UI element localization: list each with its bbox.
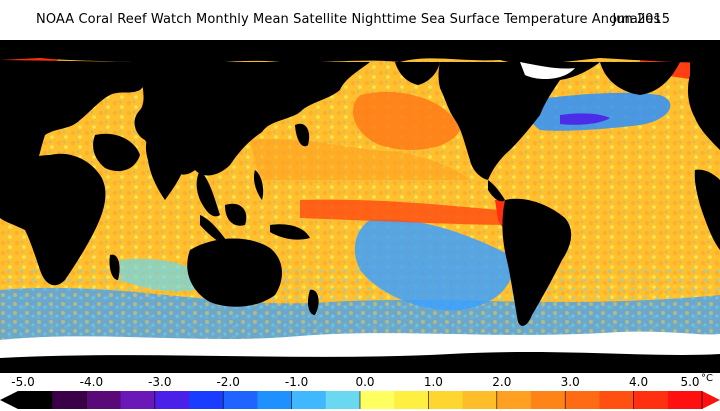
colorbar-swatch [189,391,224,409]
colorbar [0,391,720,409]
colorbar-labels: -5.0 -4.0 -3.0 -2.0 -1.0 0.0 1.0 2.0 3.0 4.0 5.0 °C [0,373,720,391]
colorbar-under-arrow [0,391,18,409]
colorbar-over-arrow [702,391,720,409]
equatorial-pacific-warm-band [300,199,522,225]
colorbar-swatch [120,391,156,409]
colorbar-swatch [154,391,190,409]
colorbar-swatch [531,391,566,409]
colorbar-tick-label: -5.0 [11,375,35,389]
land-borneo [225,203,247,226]
sst-anomaly-map [0,40,720,373]
colorbar-tick-label: -4.0 [79,375,104,389]
land-arctic [0,40,720,65]
land-sumatra [200,215,230,246]
map-date: Jun 2015 [612,12,670,27]
land-north-america [438,62,600,180]
colorbar-swatch [633,391,669,409]
colorbar-tick-label: 5.0 [680,375,700,389]
north-pacific-warm-blob [352,91,460,150]
colorbar-swatch [667,391,703,409]
land-australia [187,238,282,307]
land-central-america [488,180,505,202]
south-pacific-cool-region [354,219,513,311]
antarctica-land [0,352,720,373]
colorbar-swatch [360,391,395,409]
colorbar-swatch [18,391,53,409]
colorbar-swatch [599,391,635,409]
land-new-guinea [270,224,310,240]
colorbar-swatch [565,391,600,409]
land-alaska [395,62,440,85]
land-greenland [600,62,680,95]
colorbar-tick-label: -1.0 [284,375,309,389]
colorbar-swatch [325,391,361,409]
colorbar-swatch [257,391,293,409]
colorbar-swatch [428,391,464,409]
colorbar-swatch [462,391,498,409]
colorbar-swatch [394,391,429,409]
colorbar-swatch [52,391,87,409]
colorbar-tick-label: -3.0 [148,375,172,389]
north-pacific-warm-belt [250,138,470,180]
land-asia [134,62,370,176]
land-philippines [253,170,264,200]
colorbar-tick-label: -2.0 [216,375,240,389]
land-africa-right [694,169,720,250]
colorbar-tick-label: 4.0 [629,375,649,389]
land-south-america [502,198,572,326]
colorbar-swatch [496,391,532,409]
land-india [145,135,185,200]
land-africa [0,153,106,286]
colorbar-tick-label: 3.0 [560,375,580,389]
land-arabia [93,133,140,172]
land-new-zealand [307,289,319,315]
colorbar-tick-label: 1.0 [423,375,443,389]
map-title: NOAA Coral Reef Watch Monthly Mean Satel… [36,12,661,27]
colorbar-tick-label: 0.0 [355,375,375,389]
land-japan [295,123,310,147]
colorbar-tick-label: 2.0 [492,375,512,389]
gulf-stream-purple [560,113,610,125]
land-madagascar [109,254,120,280]
land-southeast-asia [196,170,220,217]
land-europe-africa-left [0,60,150,218]
land-europe-right [687,62,720,150]
colorbar-swatch [223,391,258,409]
colorbar-unit: °C [701,373,713,384]
arctic-ice-patch [520,62,575,80]
colorbar-swatch [86,391,122,409]
indian-ocean-cool-patch [120,258,210,292]
colorbar-swatch [291,391,327,409]
map-title-bar: NOAA Coral Reef Watch Monthly Mean Satel… [0,0,720,40]
